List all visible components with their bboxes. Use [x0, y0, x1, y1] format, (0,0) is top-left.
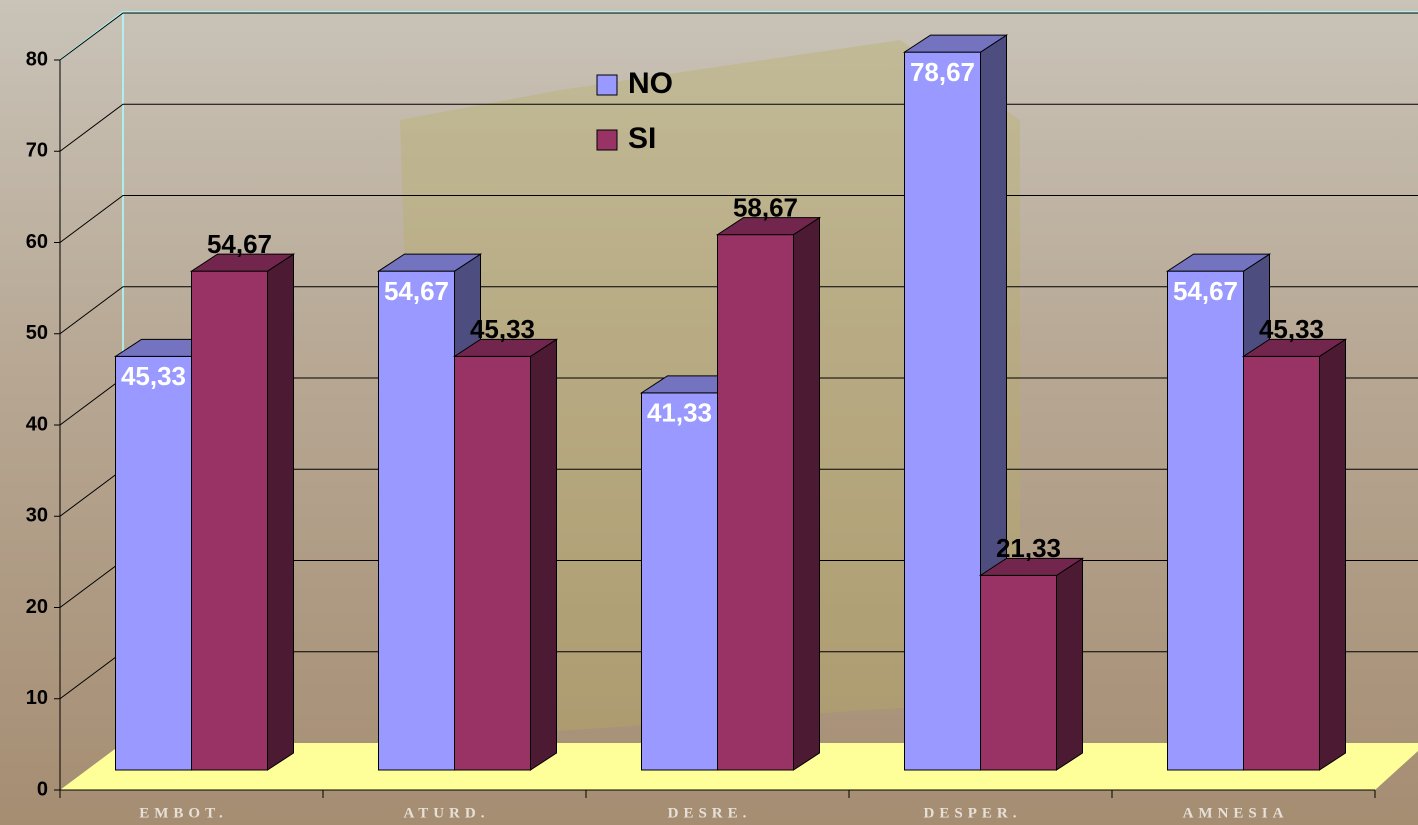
bar-front — [191, 270, 268, 771]
bar-side — [793, 216, 820, 771]
x-tick-label: DESPER. — [924, 805, 1022, 821]
x-tick-label: AMNESIA — [1183, 805, 1289, 821]
bar-front — [115, 355, 192, 771]
value-label: 54,67 — [207, 229, 272, 259]
bar-front — [717, 234, 794, 771]
value-label: 41,33 — [647, 398, 712, 428]
bar — [452, 338, 559, 771]
bar — [189, 253, 296, 771]
bar-front — [1243, 355, 1320, 771]
y-tick-label: 0 — [37, 778, 48, 800]
bar-top — [189, 253, 296, 272]
y-tick-label: 60 — [26, 231, 48, 253]
y-tick-label: 10 — [26, 687, 48, 709]
bar-side — [530, 338, 557, 771]
y-tick-label: 30 — [26, 505, 48, 527]
value-label: 54,67 — [1173, 276, 1238, 306]
bar — [902, 34, 1009, 771]
value-label: 45,33 — [1259, 314, 1324, 344]
bar-front — [641, 392, 718, 771]
y-tick-label: 70 — [26, 140, 48, 162]
y-tick-label: 80 — [26, 48, 48, 70]
bar-top — [902, 34, 1009, 53]
legend-swatch — [596, 74, 618, 96]
bar-top — [376, 253, 483, 272]
bar-top — [978, 557, 1085, 576]
bar-top — [715, 217, 822, 236]
bar — [715, 216, 822, 771]
value-label: 45,33 — [470, 314, 535, 344]
legend-label: SI — [628, 122, 656, 155]
legend-swatch — [596, 129, 618, 151]
bar-side — [267, 253, 294, 771]
bar-top — [1165, 253, 1272, 272]
y-tick-label: 20 — [26, 596, 48, 618]
legend-label: NO — [628, 67, 673, 100]
bar-top — [1241, 338, 1348, 357]
value-label: 54,67 — [384, 276, 449, 306]
value-label: 78,67 — [910, 57, 975, 87]
value-label: 58,67 — [733, 193, 798, 223]
grid-line — [59, 12, 1418, 61]
value-label: 21,33 — [996, 533, 1061, 563]
value-label: 45,33 — [121, 361, 186, 391]
y-tick-label: 40 — [26, 413, 48, 435]
x-tick-label: ATURD. — [404, 805, 490, 821]
bar-front — [980, 574, 1057, 771]
bar-side — [1319, 338, 1346, 771]
bar-front — [378, 270, 455, 771]
bar-front — [454, 355, 531, 771]
y-tick-label: 50 — [26, 322, 48, 344]
bar-front — [1167, 270, 1244, 771]
bar — [978, 557, 1085, 771]
bar-side — [1056, 557, 1083, 771]
bar-front — [904, 51, 981, 771]
x-tick-label: DESRE. — [668, 805, 752, 821]
bar — [1241, 338, 1348, 771]
bar-top — [452, 338, 559, 357]
x-tick-label: EMBOT. — [139, 805, 227, 821]
